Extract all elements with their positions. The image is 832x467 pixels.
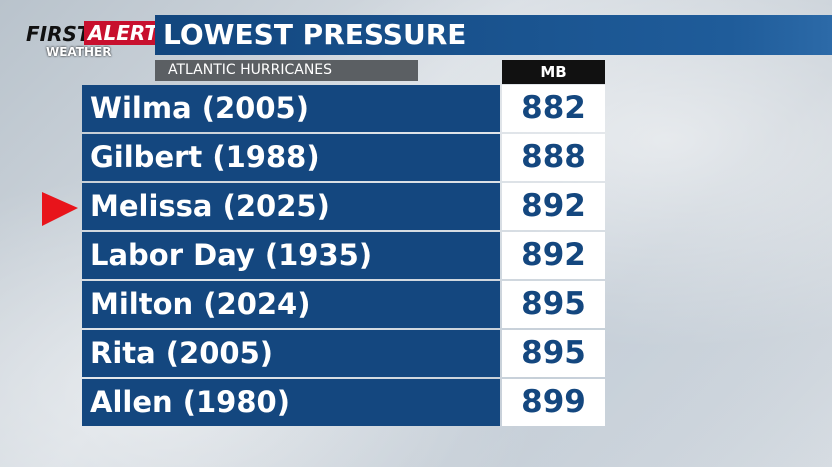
row-name: Rita (2005) <box>82 330 500 377</box>
title-bar <box>155 15 832 55</box>
row-value: 892 <box>502 232 605 279</box>
title: LOWEST PRESSURE <box>163 18 467 51</box>
row-name: Allen (1980) <box>82 379 500 426</box>
row-value: 895 <box>502 330 605 377</box>
row-value: 888 <box>502 134 605 181</box>
row-name: Gilbert (1988) <box>82 134 500 181</box>
logo-alert: ALERT <box>84 21 163 45</box>
highlight-arrow <box>42 192 78 226</box>
row-name: Melissa (2025) <box>82 183 500 230</box>
row-name: Labor Day (1935) <box>82 232 500 279</box>
row-value: 899 <box>502 379 605 426</box>
row-value: 882 <box>502 85 605 132</box>
row-name: Wilma (2005) <box>82 85 500 132</box>
logo-weather: WEATHER <box>46 45 112 59</box>
column-header: MB <box>502 60 605 84</box>
subtitle-bar <box>155 60 418 81</box>
row-value: 892 <box>502 183 605 230</box>
row-value: 895 <box>502 281 605 328</box>
row-name: Milton (2024) <box>82 281 500 328</box>
logo-first: FIRST <box>26 22 91 46</box>
arrow <box>42 192 78 226</box>
subtitle: ATLANTIC HURRICANES <box>168 62 333 78</box>
